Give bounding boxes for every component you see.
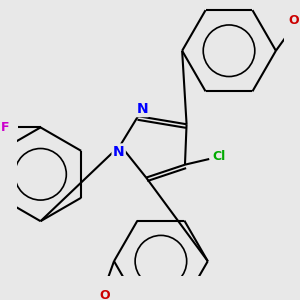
Text: F: F <box>1 121 9 134</box>
Text: O: O <box>288 14 299 26</box>
Text: N: N <box>113 145 124 159</box>
Text: Cl: Cl <box>212 150 226 163</box>
Text: N: N <box>136 102 148 116</box>
Text: O: O <box>99 289 110 300</box>
